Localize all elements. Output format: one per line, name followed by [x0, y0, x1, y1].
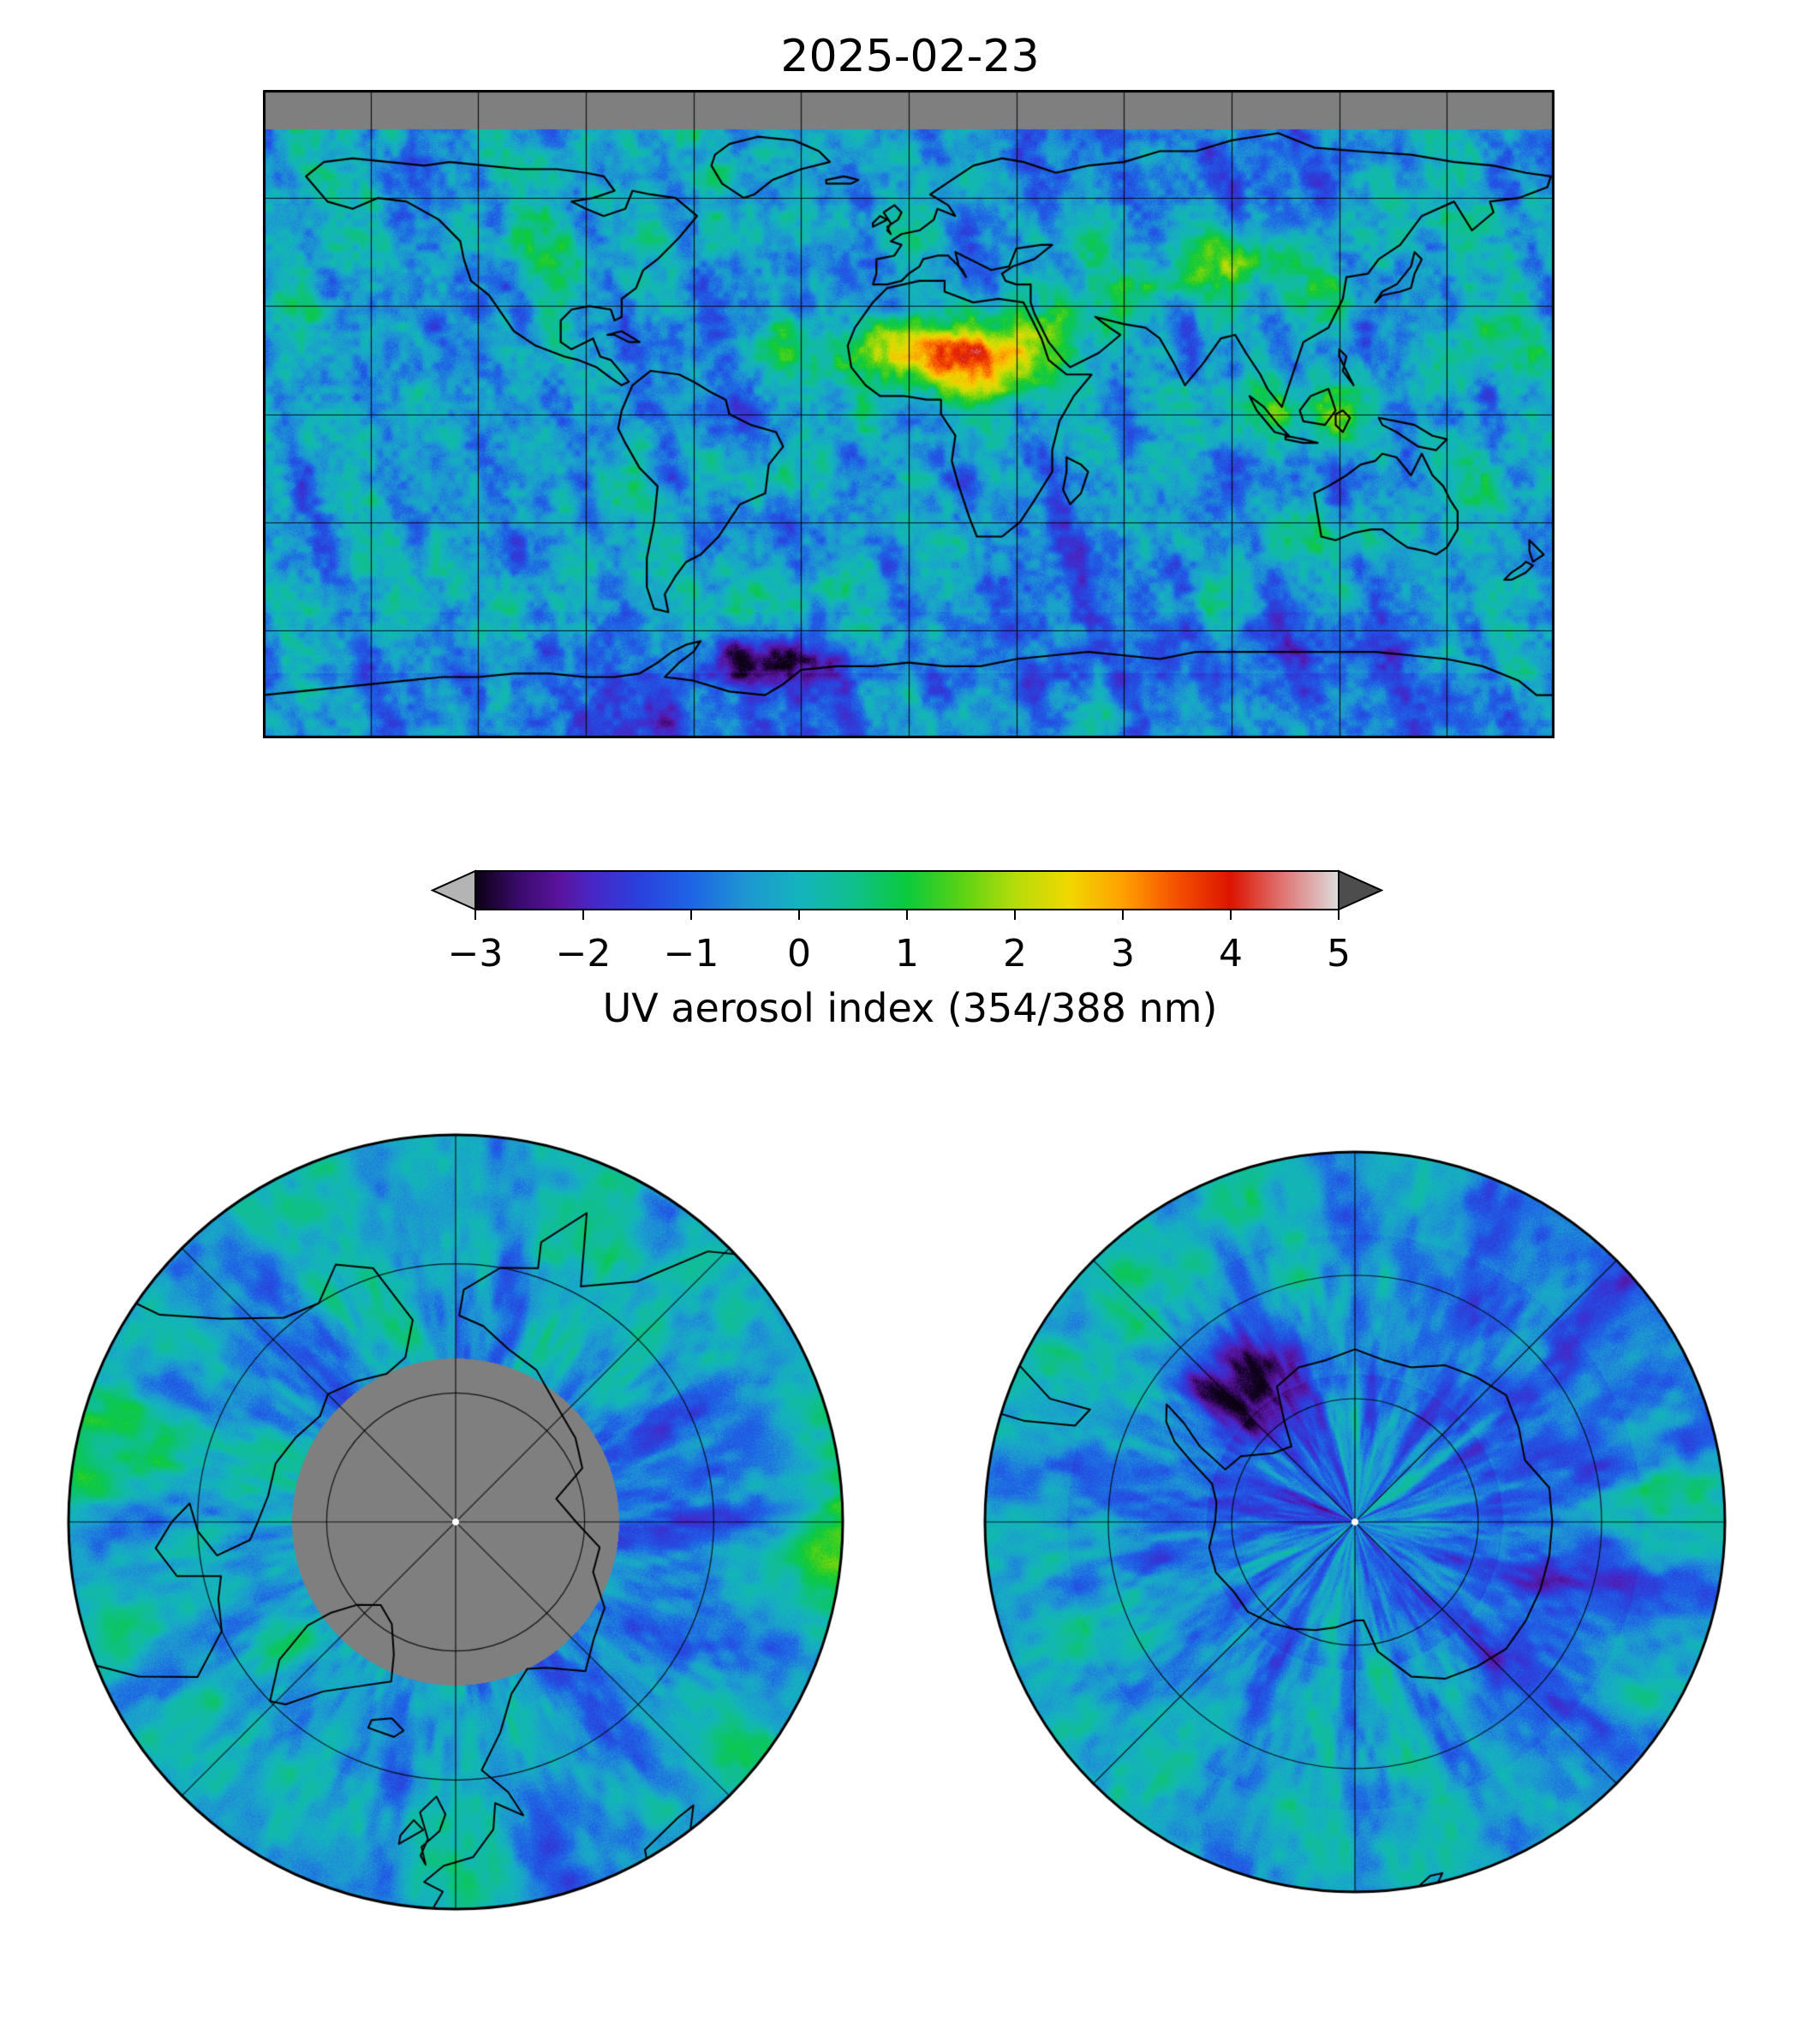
colorbar-tick-label: −3: [447, 932, 504, 976]
colorbar-gradient-bar: [474, 870, 1340, 910]
colorbar-tick-label: 4: [1219, 932, 1243, 976]
north-polar-panel: [66, 1132, 845, 1912]
colorbar-tick-label: 0: [787, 932, 811, 976]
colorbar-tick-label: 3: [1111, 932, 1135, 976]
colorbar-tick-marks: [474, 910, 1340, 920]
colorbar: [431, 869, 1383, 920]
colorbar-tick-label: −2: [555, 932, 612, 976]
colorbar-over-arrow: [1338, 869, 1383, 911]
colorbar-tick-label: 2: [1003, 932, 1027, 976]
colorbar-tick-label: 5: [1327, 932, 1351, 976]
colorbar-tick-labels: −3 −2 −1 0 1 2 3 4 5: [0, 932, 1820, 983]
colorbar-tick-label: 1: [895, 932, 919, 976]
figure-title: 2025-02-23: [780, 31, 1040, 82]
global-map-panel: [263, 90, 1554, 738]
colorbar-label: UV aerosol index (354/388 nm): [602, 985, 1218, 1031]
south-polar-panel: [982, 1149, 1728, 1895]
colorbar-under-arrow: [431, 869, 476, 911]
colorbar-tick-label: −1: [663, 932, 719, 976]
